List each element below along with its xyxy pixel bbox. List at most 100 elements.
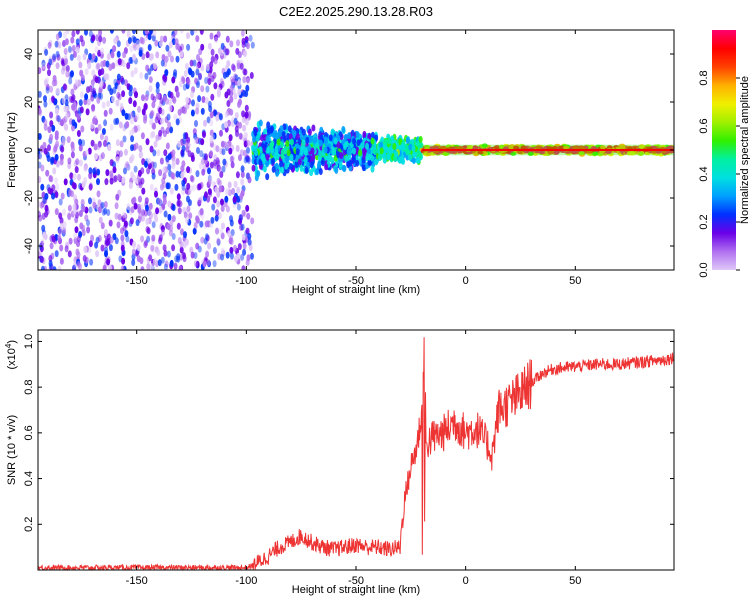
spectrogram-cell [113, 37, 118, 45]
spectrogram-cell [109, 236, 114, 244]
spectrogram-cell [130, 135, 135, 143]
spectrogram-cell [200, 43, 205, 51]
spectrogram-cell [99, 133, 104, 141]
spectrogram-cell [179, 246, 184, 254]
x-tick-label: 0 [463, 275, 469, 287]
spectrogram-cell [106, 258, 111, 266]
spectrogram-cell [245, 155, 250, 163]
spectrogram-cell [132, 241, 137, 249]
spectrogram-cell [112, 45, 117, 53]
spectrogram-cell [124, 148, 128, 156]
spectrogram-cell [134, 91, 138, 99]
spectrogram-cell [141, 214, 145, 222]
spectrogram-cell [211, 203, 216, 211]
spectrogram-cell [324, 163, 329, 171]
spectrogram-cell [229, 108, 234, 116]
spectrogram-cell [165, 142, 170, 150]
spectrogram-cell [237, 51, 242, 59]
spectrogram-cell [59, 158, 64, 166]
spectrogram-cell [155, 207, 160, 215]
spectrogram-cell [133, 125, 138, 133]
spectrogram-cell [42, 141, 47, 149]
spectrogram-cell [91, 105, 96, 113]
spectrogram-cell [52, 53, 56, 61]
spectrogram-cell [246, 254, 251, 262]
spectrogram-cell [196, 81, 200, 89]
spectrogram-cell [72, 182, 77, 190]
spectrogram-cell [132, 36, 137, 44]
spectrogram-cell [313, 136, 318, 144]
spectrogram-cell [246, 212, 251, 220]
spectrogram-cell [175, 118, 180, 126]
spectrogram-cell [303, 156, 308, 164]
spectrogram-cell [129, 117, 134, 125]
spectrogram-cell [355, 131, 360, 139]
spectrogram-cell [149, 131, 154, 139]
spectrogram-cell [355, 159, 360, 167]
spectrogram-cell [318, 154, 322, 162]
spectrogram-cell [236, 252, 241, 260]
spectrogram-cell [38, 176, 42, 184]
spectrogram-cell [295, 148, 300, 156]
spectrogram-cell [190, 70, 195, 78]
spectrogram-cell [72, 264, 77, 270]
spectrogram-cell [68, 77, 73, 85]
spectrogram-cell [84, 206, 89, 214]
spectrogram-cell [199, 30, 204, 35]
spectrogram-cell [144, 72, 149, 80]
spectrogram-cell [352, 147, 356, 155]
spectrogram-cell [207, 188, 212, 196]
snr-x-label: Height of straight line (km) [292, 584, 420, 596]
spectrogram-cell [217, 165, 222, 173]
spectrogram-cell [64, 123, 69, 131]
spectrogram-cell [638, 144, 645, 149]
spectrogram-cell [225, 35, 230, 43]
spectrogram-cell [198, 197, 202, 204]
spectrogram-cell [132, 100, 137, 108]
spectrogram-cell [209, 32, 214, 40]
spectrogram-cell [138, 47, 143, 55]
spectrogram-cell [51, 184, 56, 192]
spectrogram-cell [88, 197, 92, 205]
spectrogram-cell [59, 257, 64, 265]
spectrogram-cell [102, 264, 107, 270]
spectrogram-cell [80, 199, 85, 206]
spectrogram-cell [184, 238, 189, 246]
spectrogram-cell [201, 96, 206, 103]
spectrogram-cell [43, 233, 48, 241]
spectrogram-cell [99, 47, 104, 55]
spectrogram-cell [88, 167, 93, 175]
spectrogram-cell [177, 237, 182, 245]
spectrogram-cell [81, 205, 86, 213]
spectrogram-cell [96, 190, 101, 198]
spectrogram-cell [260, 134, 265, 142]
spectrogram-cell [160, 256, 165, 264]
spectrogram-cell [336, 141, 341, 149]
spectrogram-cell [118, 121, 123, 129]
spectrogram-cell [165, 127, 170, 135]
spectrogram-cell [176, 253, 181, 261]
spectrogram-cell [162, 172, 167, 180]
spectrogram-cell [183, 70, 188, 77]
spectrogram-cell [175, 170, 180, 178]
spectrogram-cell [190, 91, 195, 99]
spectrogram-cell [203, 237, 208, 245]
spectrogram-cell [174, 85, 179, 93]
spectrogram-cell [126, 30, 131, 38]
spectrogram-cell [55, 62, 60, 70]
spectrogram-cell [168, 105, 173, 112]
spectrogram-cell [44, 192, 49, 200]
spectrogram-cell [40, 183, 45, 191]
y-tick-label: 0 [23, 147, 35, 153]
spectrogram-cell [225, 187, 230, 195]
spectrogram-cell [105, 169, 110, 177]
spectrogram-cell [77, 173, 81, 181]
spectrogram-cell [100, 201, 105, 209]
spectrogram-cell [379, 141, 384, 149]
spectrogram-cell [162, 198, 167, 205]
spectrogram-cell [70, 141, 75, 149]
spectrogram-cell [118, 150, 123, 158]
spectrogram-cell [367, 153, 372, 161]
spectrogram-cell [149, 212, 153, 219]
spectrogram-cell [167, 163, 172, 171]
